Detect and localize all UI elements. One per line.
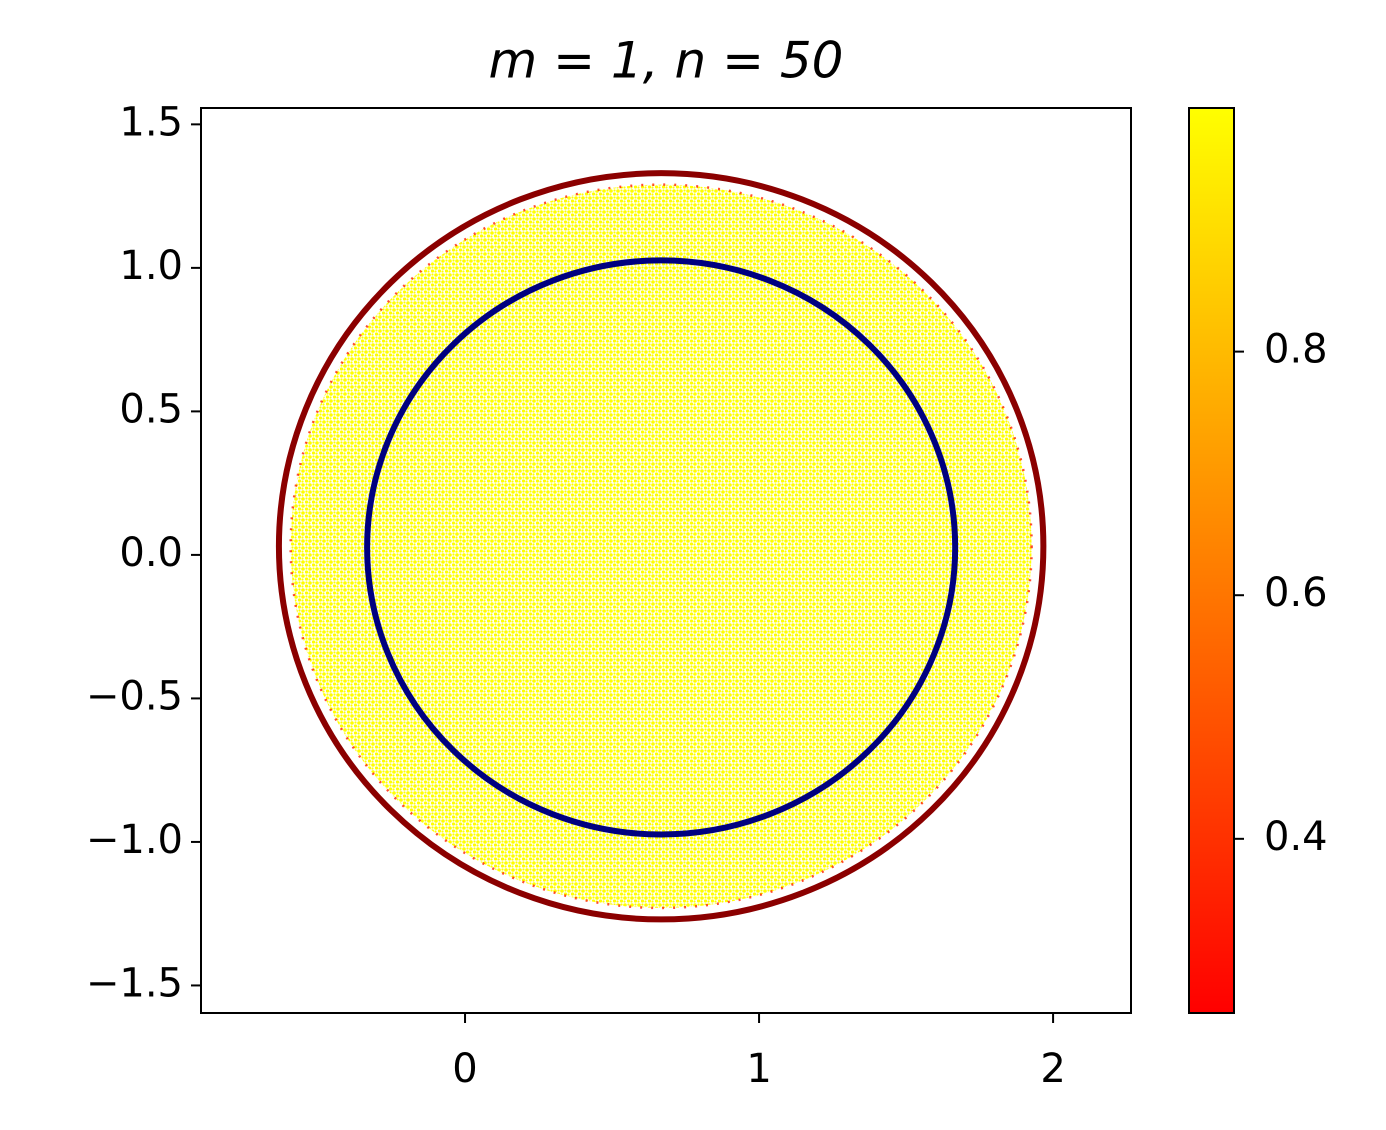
colorbar-tick-label: 0.8 (1264, 327, 1328, 373)
y-tick-label: 1.0 (119, 243, 183, 289)
plot-area (275, 170, 1047, 923)
colorbar-tick-label: 0.6 (1264, 570, 1328, 616)
circle-curve (275, 170, 1047, 923)
y-tick-label: −0.5 (86, 673, 183, 719)
y-tick-label: 0.5 (119, 386, 183, 432)
y-tick-label: 1.5 (119, 99, 183, 145)
y-tick-label: −1.0 (86, 817, 183, 863)
x-tick-label: 1 (746, 1046, 771, 1092)
axes-frame (200, 107, 1132, 1014)
point-cloud (289, 183, 1033, 910)
x-tick-label: 2 (1040, 1046, 1065, 1092)
colorbar-tick-label: 0.4 (1264, 814, 1328, 860)
x-tick-label: 0 (452, 1046, 477, 1092)
y-tick-label: 0.0 (119, 530, 183, 576)
y-tick-label: −1.5 (86, 960, 183, 1006)
chart-title: m = 1, n = 50 (489, 32, 844, 90)
circle-curve (364, 257, 959, 838)
colorbar (1188, 107, 1235, 1014)
